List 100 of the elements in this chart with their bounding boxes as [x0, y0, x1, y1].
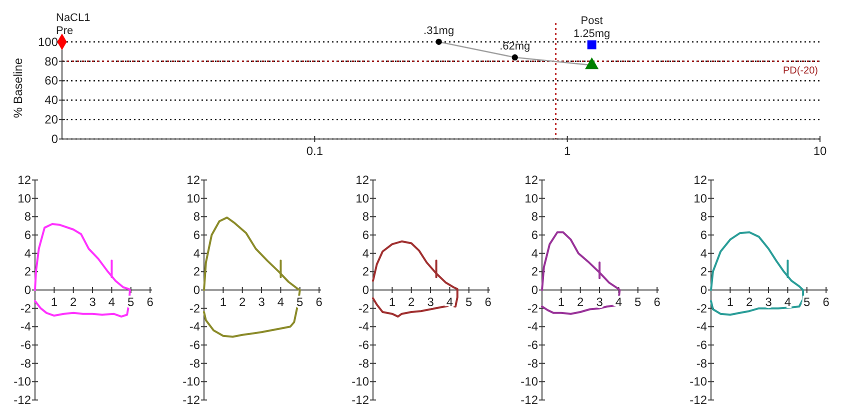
annotation: .62mg	[500, 40, 530, 52]
y-tick-label: 10	[524, 191, 538, 206]
y-tick-label: 2	[362, 264, 370, 279]
annotation: NaCL1	[56, 12, 90, 24]
y-tick-label: -4	[189, 320, 200, 334]
y-tick-label: 8	[531, 210, 538, 224]
y-tick-label: -2	[20, 301, 32, 316]
x-tick-label: 4	[277, 295, 284, 309]
x-tick-label: 3	[89, 295, 96, 309]
annotation: 1.25mg	[573, 28, 610, 40]
y-tick-label: -6	[358, 338, 370, 352]
x-tick-label: 1	[558, 295, 565, 309]
x-tick-label: 6	[146, 295, 154, 309]
y-tick-label: 8	[193, 210, 200, 224]
x-tick-label: 5	[804, 295, 811, 309]
x-tick-label: 1	[726, 295, 734, 309]
x-tick-label: 2	[239, 295, 246, 309]
y-tick-label: -10	[14, 374, 32, 389]
x-tick-label: 2	[408, 295, 416, 309]
x-tick-label: 6	[484, 295, 492, 309]
y-tick-label: 10	[356, 191, 370, 206]
y-tick-label: -8	[527, 356, 538, 370]
y-tick-label: 60	[44, 74, 58, 88]
y-tick-label: -4	[358, 320, 370, 334]
y-tick-label: 2	[531, 264, 538, 279]
y-tick-label: 4	[193, 246, 200, 260]
y-tick-label: 2	[193, 264, 200, 279]
x-tick-label: 4	[108, 295, 116, 309]
x-tick-label: 3	[596, 295, 604, 309]
y-tick-label: -12	[14, 393, 32, 407]
y-tick-label: 6	[700, 228, 708, 242]
y-tick-label: 6	[362, 228, 370, 242]
x-tick-label: 1	[564, 144, 571, 158]
x-tick-label: 5	[466, 295, 473, 309]
annotation: Pre	[56, 24, 74, 37]
y-tick-label: -10	[520, 374, 538, 389]
x-tick-label: 2	[746, 295, 754, 309]
y-tick-label: -10	[690, 374, 708, 389]
x-tick-label: 4	[784, 295, 792, 309]
y-tick-label: -8	[696, 356, 708, 370]
y-tick-label: -10	[182, 374, 200, 389]
y-tick-label: -8	[358, 356, 370, 370]
y-tick-label: -6	[20, 338, 32, 352]
y-tick-label: 4	[700, 246, 708, 260]
x-tick-label: 10	[813, 144, 827, 158]
y-tick-label: 2	[700, 264, 708, 279]
y-tick-label: 10	[186, 191, 200, 206]
x-tick-label: 1	[50, 295, 58, 309]
annotation: .31mg	[424, 24, 454, 37]
y-tick-label: -6	[189, 338, 200, 352]
y-tick-label: -6	[527, 338, 538, 352]
y-tick-label: 0	[531, 283, 538, 297]
y-tick-label: -8	[189, 356, 200, 370]
x-tick-label: 3	[427, 295, 434, 309]
y-tick-label: 12	[18, 173, 32, 187]
x-tick-label: 1	[388, 295, 396, 309]
y-tick-label: 4	[24, 246, 32, 260]
y-tick-label: -6	[696, 338, 708, 352]
x-tick-label: 6	[654, 295, 661, 309]
x-tick-label: 2	[577, 295, 584, 309]
x-tick-label: 6	[822, 295, 830, 309]
y-tick-label: 6	[531, 228, 538, 242]
x-tick-label: 1	[220, 295, 227, 309]
y-tick-label: 6	[193, 228, 200, 242]
y-tick-label: -2	[189, 301, 200, 316]
y-tick-label: 8	[700, 210, 708, 224]
y-tick-label: 0	[193, 283, 200, 297]
y-tick-label: -4	[696, 320, 708, 334]
y-tick-label: -8	[20, 356, 32, 370]
y-tick-label: -4	[527, 320, 538, 334]
y-tick-label: -2	[696, 301, 708, 316]
y-tick-label: 4	[531, 246, 538, 260]
y-tick-label: 4	[362, 246, 370, 260]
y-tick-label: 12	[356, 173, 370, 187]
x-tick-label: 5	[634, 295, 642, 309]
ref-line-label: PD(-20)	[782, 65, 818, 76]
y-tick-label: 0	[24, 283, 32, 297]
y-axis-title: % Baseline	[11, 58, 25, 118]
y-tick-label: 12	[186, 173, 200, 187]
annotation: Post	[580, 14, 603, 27]
y-tick-label: 0	[362, 283, 370, 297]
y-tick-label: 20	[44, 112, 58, 127]
x-tick-label: 6	[316, 295, 323, 309]
x-tick-label: 2	[70, 295, 78, 309]
y-tick-label: 6	[24, 228, 32, 242]
y-tick-label: 12	[694, 173, 708, 187]
y-tick-label: 100	[38, 34, 58, 49]
x-tick-label: 3	[765, 295, 772, 309]
y-tick-label: 80	[44, 54, 58, 68]
y-tick-label: -2	[527, 301, 538, 316]
y-tick-label: 0	[51, 132, 58, 146]
y-tick-label: 10	[18, 191, 32, 206]
y-tick-label: -2	[358, 301, 370, 316]
x-tick-label: 3	[258, 295, 266, 309]
y-tick-label: -12	[690, 393, 708, 407]
y-tick-label: 8	[24, 210, 32, 224]
x-tick-label: 0.1	[306, 144, 324, 158]
y-tick-label: -12	[352, 393, 370, 407]
y-tick-label: -4	[20, 320, 32, 334]
y-tick-label: -12	[520, 393, 538, 407]
